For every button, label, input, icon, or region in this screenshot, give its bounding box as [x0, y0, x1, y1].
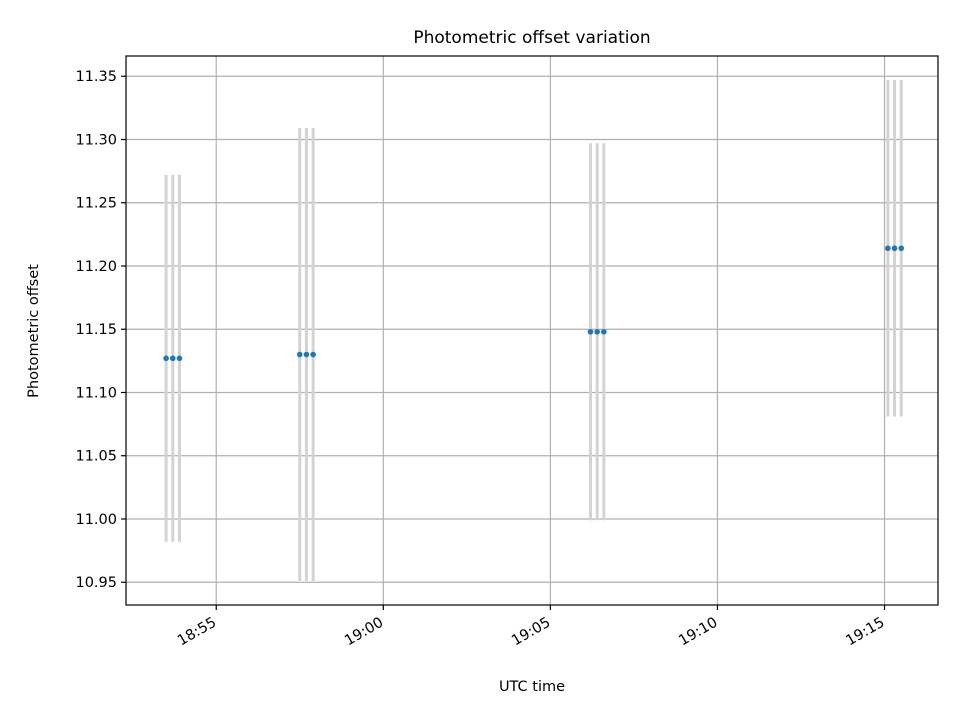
data-point	[169, 355, 176, 362]
data-point	[885, 245, 891, 252]
y-axis-label: Photometric offset	[26, 264, 42, 398]
y-tick-label: 11.20	[75, 259, 117, 275]
y-axis-ticks: 10.95 11.00 11.05 11.10 11.15 11.20 11.25 11.30…	[75, 69, 126, 591]
data-point	[163, 355, 169, 362]
data-point	[176, 355, 183, 362]
y-tick-label: 11.25	[75, 196, 117, 212]
data-point	[310, 351, 316, 358]
grid-lines	[126, 56, 938, 605]
y-tick-label: 11.10	[75, 385, 117, 401]
data-point	[898, 245, 905, 252]
y-tick-label: 10.95	[75, 575, 117, 591]
x-axis-label: UTC time	[499, 679, 565, 695]
y-tick-label: 11.05	[75, 449, 117, 465]
data-points	[163, 245, 905, 362]
data-point	[601, 328, 607, 335]
data-point	[891, 245, 898, 252]
data-point	[296, 351, 303, 358]
y-tick-label: 11.00	[75, 512, 117, 528]
data-point	[587, 328, 594, 335]
y-tick-label: 11.15	[75, 322, 117, 338]
data-point	[594, 328, 600, 335]
plot-frame	[125, 55, 939, 606]
chart-title: Photometric offset variation	[413, 28, 650, 48]
data-point	[303, 351, 310, 358]
y-tick-label: 11.35	[75, 69, 117, 85]
y-tick-label: 11.30	[75, 132, 117, 148]
